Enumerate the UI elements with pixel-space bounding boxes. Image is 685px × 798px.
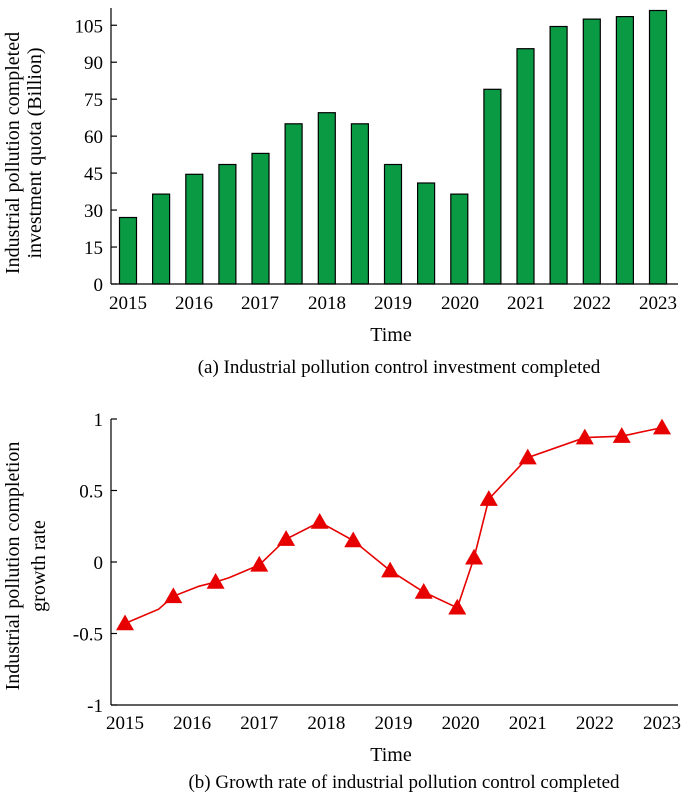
bar [582,18,601,285]
growth-rate-line [124,426,663,625]
x-tick-label: 2018 [308,293,346,314]
triangle-marker [164,587,183,604]
y-tick-label: 0 [94,275,104,296]
marker-series [116,418,671,631]
x-axis-ticks: 2015 2016 2017 2018 2019 2020 2021 2022 2023 [106,713,681,734]
bar [118,216,138,285]
triangle-marker [612,427,631,443]
triangle-marker [250,555,269,572]
x-tick-label: 2017 [241,293,279,314]
x-tick-label: 2022 [573,293,611,314]
bar [383,163,403,285]
y-tick-label: 15 [84,238,103,259]
x-tick-label: 2021 [509,713,547,734]
bar [350,123,369,285]
triangle-marker [344,531,363,548]
y-tick-label: -1 [87,696,103,717]
x-tick-label: 2020 [442,713,480,734]
bar [615,16,635,285]
chart-axes [110,419,678,706]
triangle-marker [277,530,296,546]
triangle-marker [206,573,225,589]
triangle-marker [465,548,484,565]
x-tick-label: 2023 [643,713,681,734]
y-axis-ticks: 1 0.5 0 -0.5 -1 [73,410,117,717]
chart-caption: (b) Growth rate of industrial pollution … [188,772,620,793]
x-axis-label: Time [370,744,412,766]
bar [417,182,436,285]
x-tick-label: 2019 [375,713,413,734]
bar [483,88,502,285]
x-tick-label: 2021 [507,293,545,314]
x-tick-label: 2023 [639,293,677,314]
x-tick-label: 2015 [109,293,147,314]
y-tick-label: 60 [84,127,103,148]
y-tick-label: 90 [84,53,103,74]
triangle-marker [575,428,594,445]
line-chart: 1 0.5 0 -0.5 -1 2015 2016 2017 2018 2019 2020 2021… [2,410,681,793]
x-tick-label: 2015 [106,713,144,734]
x-tick-label: 2016 [173,713,211,734]
triangle-marker [414,583,433,599]
x-tick-label: 2019 [374,293,412,314]
y-axis-label-line-2: investment quota (Billion) [24,47,46,258]
y-tick-label: 45 [84,164,103,185]
x-tick-label: 2017 [240,713,278,734]
triangle-marker [448,598,467,615]
y-axis-label-line-2: growth rate [28,520,50,612]
bar [251,152,270,285]
bar [549,25,568,285]
x-tick-label: 2022 [576,713,614,734]
y-axis-label-line-1: Industrial pollution completion [2,442,24,691]
bar [284,123,303,285]
triangle-marker [381,561,400,578]
x-axis-ticks: 2015 2016 2017 2018 2019 2020 2021 2022 2023 [109,293,677,314]
y-tick-label: 30 [84,201,103,222]
y-tick-label: 1 [94,410,104,431]
bar [152,193,171,285]
bar [516,48,535,285]
x-tick-label: 2018 [307,713,345,734]
y-tick-label: 75 [84,90,103,111]
bar [218,163,237,285]
bar-chart: 0 15 30 45 60 75 90 105 2015 2016 2017 2018 2019 202… [2,8,678,378]
y-axis-label-line-1: Industrial pollution completed [2,32,24,274]
chart-axes [110,8,678,285]
triangle-marker [653,418,671,435]
bar [648,9,668,285]
triangle-marker [479,490,498,506]
line-series [124,426,663,625]
x-tick-label: 2020 [441,293,479,314]
bar [185,173,204,285]
y-axis-ticks: 0 15 30 45 60 75 90 105 [75,16,117,296]
y-tick-label: 105 [75,16,104,37]
x-tick-label: 2016 [175,293,213,314]
x-axis-label: Time [370,324,412,346]
bar-series [118,9,668,285]
y-tick-label: 0.5 [79,482,103,503]
bar [450,193,469,285]
y-tick-label: 0 [94,553,104,574]
chart-caption: (a) Industrial pollution control investm… [198,357,601,378]
triangle-marker [116,614,134,631]
y-tick-label: -0.5 [73,625,103,646]
bar [317,112,336,285]
triangle-marker [518,448,537,465]
triangle-marker [310,512,329,529]
